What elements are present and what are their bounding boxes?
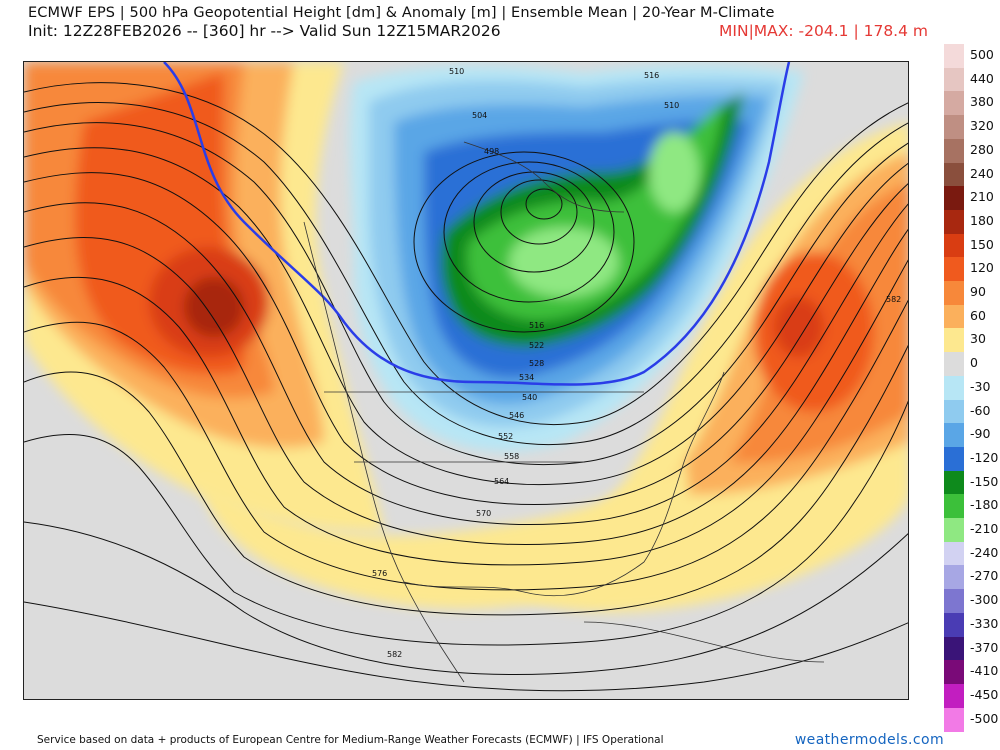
legend-swatch <box>944 44 964 69</box>
legend-tick-label: 500 <box>970 47 994 62</box>
legend-tick-label: 280 <box>970 141 994 157</box>
legend-tick-label: -500 <box>970 710 999 726</box>
legend-swatch <box>944 446 964 472</box>
contour-label: 528 <box>529 359 544 368</box>
legend-swatch <box>944 67 964 92</box>
legend-swatch <box>944 494 964 519</box>
legend-swatch <box>944 660 964 685</box>
contour-label: 516 <box>529 321 544 330</box>
contour-label: 534 <box>519 373 534 382</box>
legend-swatch <box>944 281 964 306</box>
contour-label: 504 <box>472 111 487 120</box>
legend-tick-label: -60 <box>970 402 991 418</box>
valid-time-line: Init: 12Z28FEB2026 -- [360] hr --> Valid… <box>28 22 501 40</box>
legend-tick-label: 240 <box>970 165 994 181</box>
legend-tick-label: -370 <box>970 639 999 655</box>
contour-labels: 510 516 510 504 498 516 522 528 534 540 … <box>372 67 901 659</box>
coastlines-borders <box>303 141 825 683</box>
anomaly-map: 510 516 510 504 498 516 522 528 534 540 … <box>24 62 908 699</box>
southern-us-positive-anomaly <box>204 462 690 609</box>
atlantic-ridge-anomaly <box>494 122 908 612</box>
legend-tick-label: 150 <box>970 236 994 252</box>
legend-tick-label: -450 <box>970 686 999 702</box>
legend-tick-label: -120 <box>970 449 999 465</box>
legend-swatch <box>944 541 964 566</box>
legend-swatch <box>944 683 964 709</box>
legend-swatch <box>944 209 964 235</box>
legend-swatch <box>944 138 964 163</box>
contour-label: 510 <box>664 101 679 110</box>
legend-tick-label: 180 <box>970 212 994 228</box>
contour-label: 552 <box>498 432 513 441</box>
contour-label: 582 <box>886 295 901 304</box>
legend-swatch <box>944 162 964 187</box>
legend-swatch <box>944 304 964 329</box>
legend-tick-label: -30 <box>970 378 991 394</box>
contour-label: 498 <box>484 147 499 156</box>
legend-swatch <box>944 233 964 258</box>
legend-swatch <box>944 470 964 495</box>
contour-label: 564 <box>494 477 509 486</box>
legend-tick-label: 60 <box>970 307 986 323</box>
legend-swatch <box>944 91 964 116</box>
data-credit: Service based on data + products of Euro… <box>37 734 664 746</box>
contour-label: 576 <box>372 569 387 578</box>
legend-swatch <box>944 399 964 424</box>
contour-label: 540 <box>522 393 537 402</box>
legend-tick-label: 210 <box>970 189 994 205</box>
legend-swatch <box>944 636 964 661</box>
west-ridge-anomaly <box>24 62 384 532</box>
legend-tick-label: -150 <box>970 473 999 489</box>
contour-label: 546 <box>509 411 524 420</box>
contour-label: 516 <box>644 71 659 80</box>
legend-tick-label: -300 <box>970 592 999 608</box>
contour-label: 570 <box>476 509 491 518</box>
legend-swatch <box>944 257 964 282</box>
legend-tick-label: -210 <box>970 521 999 536</box>
legend-tick-label: 440 <box>970 70 994 86</box>
legend-tick-label: -330 <box>970 615 999 631</box>
contour-label: 522 <box>529 341 544 350</box>
legend-tick-label: -270 <box>970 568 999 584</box>
reference-height-line <box>163 62 791 386</box>
legend-swatch <box>944 352 964 377</box>
chart-title: ECMWF EPS | 500 hPa Geopotential Height … <box>28 5 775 21</box>
height-contours <box>24 82 908 692</box>
legend-tick-label: 90 <box>970 284 986 299</box>
min-max-readout: MIN|MAX: -204.1 | 178.4 m <box>719 22 928 40</box>
legend-swatch <box>944 707 964 732</box>
legend-tick-label: 0 <box>970 355 978 371</box>
map-panel: 510 516 510 504 498 516 522 528 534 540 … <box>23 61 909 700</box>
legend-swatch <box>944 375 964 400</box>
legend-tick-label: 380 <box>970 94 994 110</box>
legend-tick-label: -180 <box>970 497 999 513</box>
legend-tick-label: 120 <box>970 260 994 276</box>
legend-swatch <box>944 589 964 614</box>
legend-swatch <box>944 612 964 637</box>
color-legend: 500 440 380 320 280 240 210 180 150 120 90 60 30 0 -30… <box>944 44 1000 732</box>
legend-tick-label: -90 <box>970 426 991 442</box>
legend-tick-label: 320 <box>970 118 994 134</box>
legend-swatch <box>944 518 964 543</box>
legend-tick-label: 30 <box>970 331 986 347</box>
legend-swatch <box>944 423 964 448</box>
brand-link[interactable]: weathermodels.com <box>794 732 944 748</box>
contour-label: 582 <box>387 650 402 659</box>
contour-label: 558 <box>504 452 519 461</box>
legend-tick-label: -240 <box>970 544 999 560</box>
contour-label: 510 <box>449 67 464 76</box>
legend-swatch <box>944 328 964 353</box>
legend-swatch <box>944 115 964 140</box>
legend-tick-label: -410 <box>970 663 999 679</box>
legend-swatch <box>944 565 964 590</box>
legend-swatch <box>944 186 964 211</box>
